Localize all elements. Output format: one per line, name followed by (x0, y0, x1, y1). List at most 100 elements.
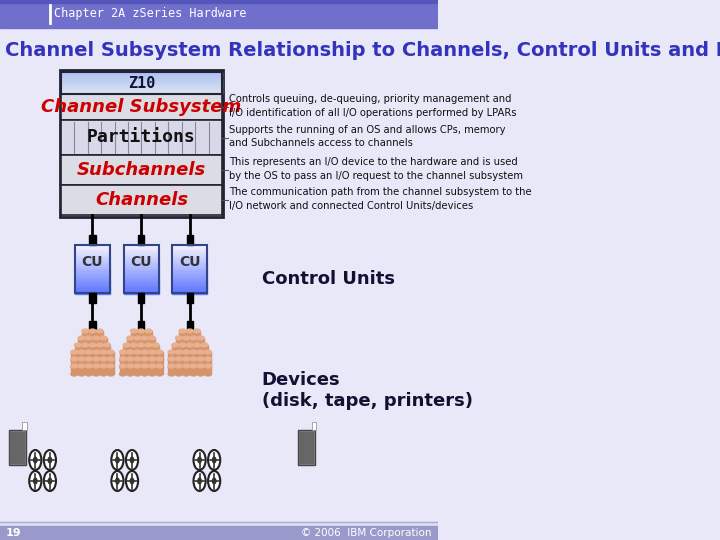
Bar (22, 422, 27, 430)
Bar (172, 291, 207, 294)
Ellipse shape (204, 372, 212, 376)
Bar (190, 366, 197, 374)
Bar (168, 359, 175, 367)
Bar (75, 291, 110, 294)
Bar (141, 359, 148, 367)
Circle shape (208, 471, 220, 491)
Ellipse shape (179, 329, 186, 333)
Ellipse shape (127, 365, 133, 369)
Ellipse shape (168, 372, 175, 376)
Bar (89, 331, 96, 339)
Bar (19, 432, 21, 463)
Bar (172, 281, 207, 284)
Bar (172, 257, 207, 260)
Bar (172, 245, 207, 248)
Bar (75, 254, 110, 258)
Bar (138, 321, 144, 331)
Bar (311, 432, 313, 463)
Bar (168, 352, 175, 360)
Ellipse shape (156, 350, 163, 354)
Bar (172, 288, 207, 291)
Ellipse shape (176, 336, 182, 340)
Text: CU: CU (130, 255, 152, 269)
Ellipse shape (107, 364, 114, 368)
Text: Supports the running of an OS and allows CPs, memory
and Subchannels access to c: Supports the running of an OS and allows… (230, 125, 506, 148)
Ellipse shape (93, 358, 99, 362)
Ellipse shape (82, 343, 89, 347)
Bar (100, 352, 107, 360)
Ellipse shape (190, 336, 197, 340)
Bar (75, 267, 110, 269)
Text: © 2006  IBM Corporation: © 2006 IBM Corporation (302, 528, 432, 538)
Bar (61, 83, 222, 84)
Text: The communication path from the channel subsystem to the
I/O network and connect: The communication path from the channel … (230, 187, 532, 211)
Ellipse shape (120, 350, 126, 354)
Bar (124, 262, 159, 265)
Bar (172, 272, 207, 274)
Bar (172, 269, 207, 272)
Bar (138, 235, 144, 245)
Text: Partitions: Partitions (87, 129, 196, 146)
Bar (61, 89, 222, 90)
Bar (149, 352, 156, 360)
Ellipse shape (89, 351, 96, 355)
Ellipse shape (89, 337, 96, 341)
Ellipse shape (127, 358, 133, 362)
Circle shape (212, 478, 216, 484)
Bar (75, 345, 81, 353)
Circle shape (30, 450, 41, 470)
Ellipse shape (86, 344, 92, 348)
Bar (176, 359, 182, 367)
Bar (201, 345, 208, 353)
Ellipse shape (120, 358, 126, 362)
Ellipse shape (86, 350, 92, 354)
Bar (78, 338, 85, 346)
Ellipse shape (172, 351, 179, 355)
Ellipse shape (156, 364, 163, 368)
Ellipse shape (96, 337, 103, 341)
Ellipse shape (127, 344, 133, 348)
Ellipse shape (156, 358, 163, 362)
Bar (172, 254, 207, 258)
Ellipse shape (141, 365, 148, 369)
Bar (61, 84, 222, 85)
Ellipse shape (153, 351, 159, 355)
Bar (124, 272, 159, 274)
Bar (86, 366, 92, 374)
Bar (190, 338, 197, 346)
Bar (124, 274, 159, 276)
Bar (197, 338, 204, 346)
Bar (124, 264, 159, 267)
Bar (104, 345, 110, 353)
Ellipse shape (100, 336, 107, 340)
Bar (145, 345, 152, 353)
Ellipse shape (71, 364, 78, 368)
Ellipse shape (204, 357, 212, 361)
Bar (130, 331, 138, 339)
Bar (156, 359, 163, 367)
Circle shape (198, 478, 202, 484)
Ellipse shape (71, 357, 78, 361)
Bar (124, 284, 159, 286)
Ellipse shape (127, 364, 133, 368)
Ellipse shape (75, 351, 81, 355)
Bar (75, 259, 110, 262)
Bar (120, 359, 126, 367)
Bar (0, 0, 438, 3)
Bar (127, 359, 133, 367)
Ellipse shape (86, 358, 92, 362)
Ellipse shape (176, 372, 182, 376)
Bar (172, 267, 207, 269)
Ellipse shape (156, 372, 163, 376)
Bar (61, 155, 222, 185)
Bar (183, 338, 189, 346)
Bar (176, 352, 182, 360)
Ellipse shape (78, 372, 85, 376)
Circle shape (34, 478, 37, 484)
Bar (75, 245, 110, 248)
Bar (176, 338, 182, 346)
Bar (75, 288, 110, 291)
Ellipse shape (78, 344, 85, 348)
Bar (186, 293, 193, 303)
Ellipse shape (100, 365, 107, 369)
